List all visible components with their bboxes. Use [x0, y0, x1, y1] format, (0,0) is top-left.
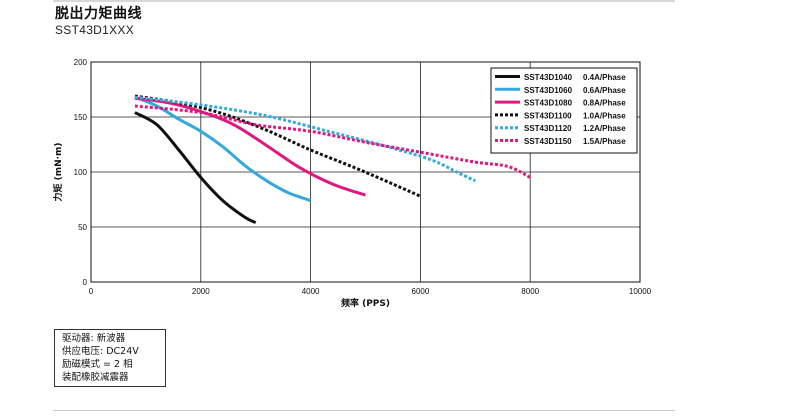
legend-series-name: SST43D1120	[524, 124, 572, 133]
legend-series-current: 0.8A/Phase	[583, 99, 626, 108]
legend-series-name: SST43D1060	[524, 86, 573, 95]
legend-series-current: 0.4A/Phase	[583, 73, 626, 82]
x-tick-label: 6000	[412, 287, 430, 296]
series-line-sst43d1060	[134, 95, 312, 203]
x-tick-label: 2000	[192, 287, 210, 296]
legend-series-current: 1.0A/Phase	[583, 111, 626, 120]
series-line-sst43d1040	[134, 111, 257, 224]
pullout-torque-chart: 0 2000 4000 6000 8000 10000 0 50 100 150 200 频率 (PP…	[52, 58, 652, 309]
x-axis-label: 频率 (PPS)	[341, 297, 390, 309]
note-supply-voltage: 供应电压: DC24V	[62, 346, 139, 357]
legend: SST43D1040 0.4A/Phase SST43D1060 0.6A/Phase…	[490, 67, 638, 154]
series-line-sst43d1120	[134, 95, 476, 183]
page-title: 脱出力矩曲线	[55, 6, 142, 22]
series-line-sst43d1100	[134, 94, 421, 198]
top-divider	[53, 0, 675, 2]
legend-series-current: 0.6A/Phase	[583, 86, 626, 95]
legend-series-name: SST43D1100	[524, 111, 572, 120]
legend-series-name: SST43D1080	[524, 99, 573, 108]
legend-series-current: 1.2A/Phase	[583, 124, 626, 133]
x-tick-label: 0	[89, 287, 94, 296]
y-tick-label: 200	[74, 58, 88, 67]
page-subtitle: SST43D1XXX	[55, 23, 135, 37]
plot-frame	[90, 61, 641, 283]
x-tick-label: 8000	[521, 287, 539, 296]
conditions-box: 驱动器: 新波器 供应电压: DC24V 励磁模式 = 2 相 装配橡胶减震器	[54, 329, 166, 387]
legend-box	[490, 67, 638, 154]
y-tick-label: 100	[74, 168, 88, 177]
legend-series-name: SST43D1040	[524, 73, 573, 82]
y-tick-label: 50	[78, 223, 87, 232]
legend-series-name: SST43D1150	[524, 137, 572, 146]
bottom-divider	[53, 410, 675, 411]
x-tick-label: 10000	[629, 287, 652, 296]
note-excitation-mode: 励磁模式 = 2 相	[62, 359, 133, 370]
series-line-sst43d1080	[134, 96, 366, 197]
y-tick-label: 150	[74, 113, 88, 122]
series-line-sst43d1150	[134, 104, 531, 179]
y-axis-label: 力矩 (mN·m)	[52, 142, 64, 201]
note-driver: 驱动器: 新波器	[62, 333, 126, 344]
note-damper: 装配橡胶减震器	[62, 372, 129, 383]
legend-series-current: 1.5A/Phase	[583, 137, 626, 146]
y-tick-label: 0	[83, 278, 88, 287]
x-tick-label: 4000	[302, 287, 320, 296]
